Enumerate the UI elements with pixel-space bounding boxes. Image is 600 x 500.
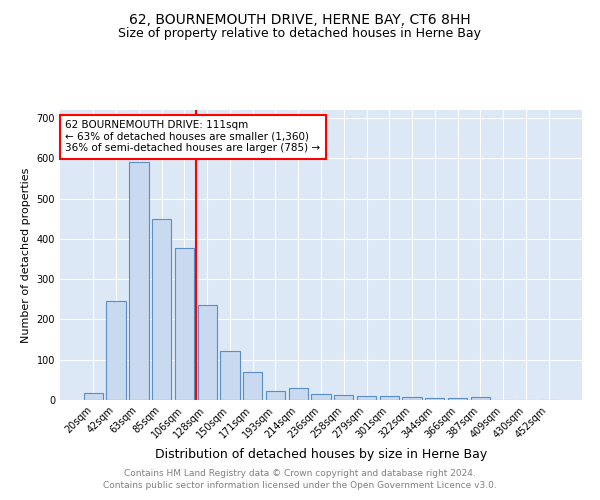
X-axis label: Distribution of detached houses by size in Herne Bay: Distribution of detached houses by size …: [155, 448, 487, 461]
Bar: [106, 300, 126, 400]
Bar: [403, 397, 422, 400]
Bar: [470, 397, 490, 400]
Bar: [220, 351, 239, 400]
Text: 62 BOURNEMOUTH DRIVE: 111sqm
← 63% of detached houses are smaller (1,360)
36% of: 62 BOURNEMOUTH DRIVE: 111sqm ← 63% of de…: [65, 120, 320, 154]
Text: 62, BOURNEMOUTH DRIVE, HERNE BAY, CT6 8HH: 62, BOURNEMOUTH DRIVE, HERNE BAY, CT6 8H…: [129, 12, 471, 26]
Bar: [152, 219, 172, 400]
Bar: [84, 393, 103, 400]
Text: Contains public sector information licensed under the Open Government Licence v3: Contains public sector information licen…: [103, 481, 497, 490]
Bar: [266, 391, 285, 400]
Bar: [357, 396, 376, 400]
Bar: [448, 398, 467, 400]
Bar: [243, 372, 262, 400]
Bar: [425, 398, 445, 400]
Bar: [334, 395, 353, 400]
Text: Contains HM Land Registry data © Crown copyright and database right 2024.: Contains HM Land Registry data © Crown c…: [124, 468, 476, 477]
Bar: [197, 304, 217, 400]
Bar: [380, 396, 399, 400]
Y-axis label: Number of detached properties: Number of detached properties: [21, 168, 31, 342]
Bar: [311, 394, 331, 400]
Bar: [175, 248, 194, 400]
Bar: [129, 162, 149, 400]
Text: Size of property relative to detached houses in Herne Bay: Size of property relative to detached ho…: [119, 28, 482, 40]
Bar: [289, 388, 308, 400]
